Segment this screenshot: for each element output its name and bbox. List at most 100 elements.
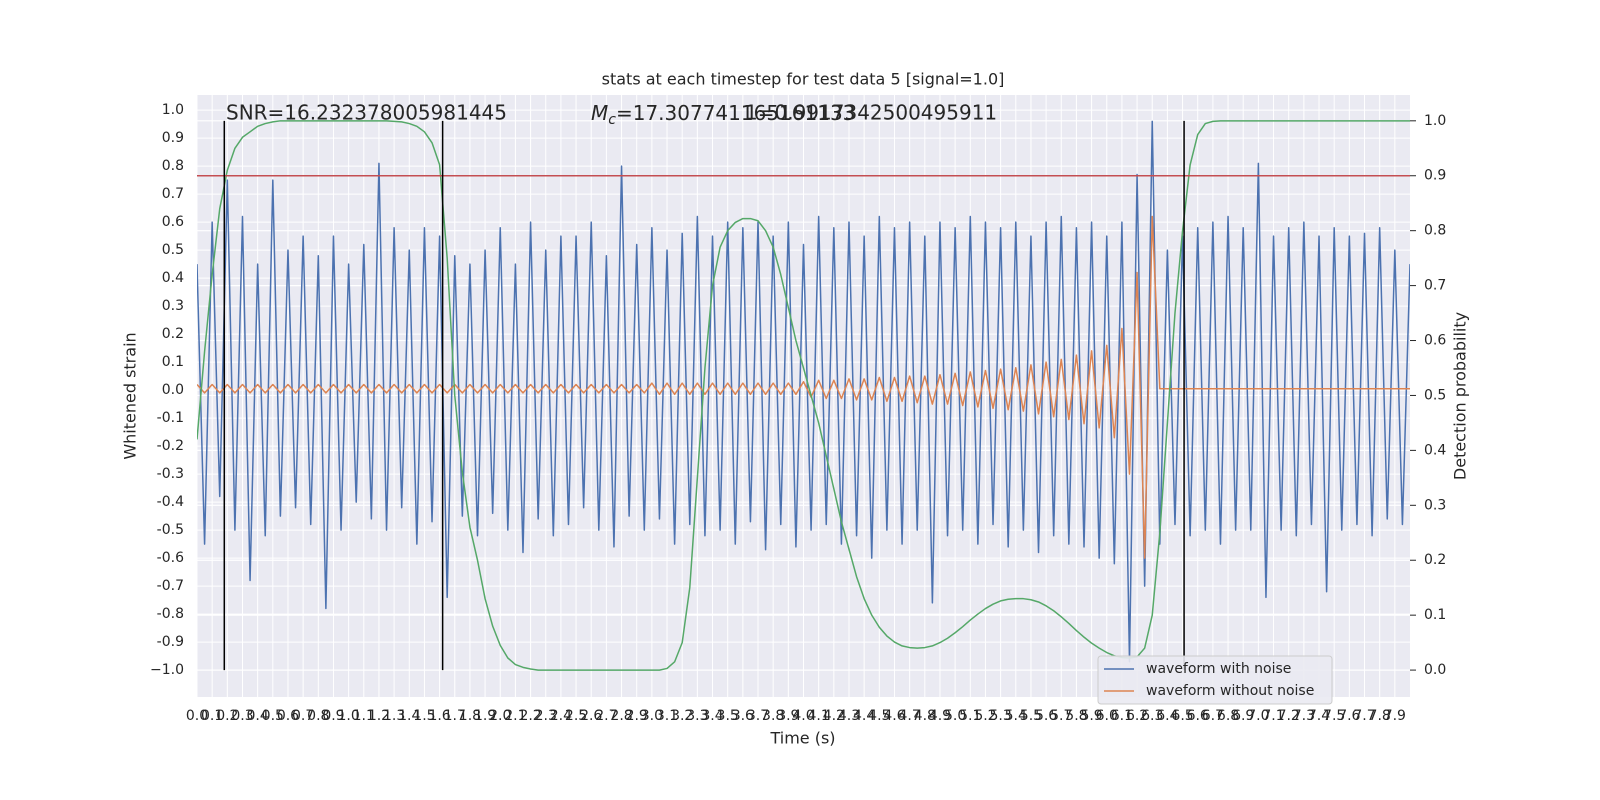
x-tick-label: 6.1	[1111, 708, 1133, 724]
x-tick-label: 0.7	[292, 708, 314, 724]
x-tick-label: 5.7	[1050, 708, 1072, 724]
x-tick-label: 7.3	[1293, 708, 1315, 724]
x-tick-label: 0.5	[262, 708, 284, 724]
y2-tick-label: 0.2	[1424, 552, 1446, 568]
x-tick-label: 0.9	[322, 708, 344, 724]
annotation-symbol: M	[591, 101, 608, 125]
x-tick-label: 5.1	[959, 708, 981, 724]
x-tick-label: 1.4	[398, 708, 420, 724]
x-tick-label: 1.6	[428, 708, 450, 724]
x-tick-label: 6.8	[1217, 708, 1239, 724]
plot	[197, 120, 1410, 671]
x-tick-label: 3.3	[686, 708, 708, 724]
x-tick-label: 6.5	[1171, 708, 1193, 724]
y-tick-label: -0.3	[157, 466, 184, 482]
y2-tick-label: 1.0	[1424, 113, 1446, 129]
x-tick-label: 2.3	[535, 708, 557, 724]
x-tick-label: 6.9	[1232, 708, 1254, 724]
x-tick-label: 7.5	[1323, 708, 1345, 724]
x-tick-label: 1.7	[444, 708, 466, 724]
x-tick-label: 6.4	[1156, 708, 1178, 724]
y-tick-label: 0.6	[162, 214, 184, 230]
x-tick-label: 2.6	[580, 708, 602, 724]
annotation-subscript: c	[608, 112, 616, 128]
y-axis-label: Whitened strain	[121, 332, 140, 459]
x-tick-label: 1.0	[337, 708, 359, 724]
x-tick-label: 7.1	[1262, 708, 1284, 724]
x-tick-label: 5.0	[944, 708, 966, 724]
x-tick-label: 4.2	[823, 708, 845, 724]
y2-tick-label: 0.9	[1424, 168, 1446, 184]
x-tick-label: 3.6	[732, 708, 754, 724]
annotation: Mc=17.307741165161133	[591, 101, 855, 129]
x-tick-label: 5.5	[1020, 708, 1042, 724]
x-tick-label: 1.5	[413, 708, 435, 724]
x-tick-label: 3.7	[747, 708, 769, 724]
x-tick-label: 7.0	[1247, 708, 1269, 724]
y2-axis-label: Detection probability	[1451, 312, 1470, 480]
overlay: waveform with noise waveform without nois…	[197, 120, 1410, 705]
x-tick-label: 4.1	[808, 708, 830, 724]
x-tick-label: 1.3	[383, 708, 405, 724]
x-tick-label: 5.4	[1005, 708, 1027, 724]
y-tick-label: -0.5	[157, 522, 184, 538]
x-tick-label: 0.3	[231, 708, 253, 724]
x-tick-label: 3.5	[717, 708, 739, 724]
x-tick-label: 2.0	[489, 708, 511, 724]
y-tick-label: −1.0	[150, 662, 184, 678]
chart-title: stats at each timestep for test data 5 […	[602, 70, 1005, 89]
x-tick-label: 0.0	[186, 708, 208, 724]
x-tick-label: 6.6	[1187, 708, 1209, 724]
x-tick-label: 3.4	[701, 708, 723, 724]
y2-tick-label: 0.8	[1424, 223, 1446, 239]
y-tick-label: -0.8	[157, 606, 184, 622]
y-tick-label: -0.1	[157, 410, 184, 426]
x-tick-label: 2.9	[626, 708, 648, 724]
y-tick-label: 0.7	[162, 186, 184, 202]
x-tick-label: 5.6	[1035, 708, 1057, 724]
y2-tick-label: 0.0	[1424, 662, 1446, 678]
annotation-text: =17.307741165161133	[616, 101, 855, 125]
x-tick-label: 2.4	[550, 708, 572, 724]
x-tick-label: 4.4	[853, 708, 875, 724]
x-tick-label: 3.1	[656, 708, 678, 724]
y2-tick-label: 0.5	[1424, 387, 1446, 403]
x-tick-label: 6.2	[1126, 708, 1148, 724]
x-tick-label: 5.3	[989, 708, 1011, 724]
annotation: SNR=16.232378005981445	[226, 101, 507, 125]
x-tick-label: 7.4	[1308, 708, 1330, 724]
x-tick-label: 5.8	[1065, 708, 1087, 724]
y-tick-label: 1.0	[162, 102, 184, 118]
y2-tick-label: 0.4	[1424, 442, 1446, 458]
y-tick-label: 0.2	[162, 326, 184, 342]
y-tick-label: 0.3	[162, 298, 184, 314]
x-tick-label: 6.0	[1096, 708, 1118, 724]
series-line	[197, 120, 1410, 671]
x-tick-label: 3.2	[671, 708, 693, 724]
x-tick-label: 6.3	[1141, 708, 1163, 724]
x-tick-label: 7.6	[1338, 708, 1360, 724]
x-tick-label: 4.9	[929, 708, 951, 724]
x-tick-label: 2.5	[565, 708, 587, 724]
y-tick-label: -0.2	[157, 438, 184, 454]
x-tick-label: 4.6	[883, 708, 905, 724]
y-tick-label: 0.9	[162, 130, 184, 146]
legend-label: waveform without noise	[1146, 683, 1314, 699]
y-tick-label: -0.7	[157, 578, 184, 594]
x-tick-label: 4.5	[868, 708, 890, 724]
series-line	[197, 120, 1410, 663]
x-tick-label: 0.2	[216, 708, 238, 724]
y-tick-label: -0.9	[157, 634, 184, 650]
x-tick-label: 1.9	[474, 708, 496, 724]
x-tick-label: 0.8	[307, 708, 329, 724]
x-tick-label: 2.8	[610, 708, 632, 724]
y-tick-label: -0.6	[157, 550, 184, 566]
x-tick-label: 3.8	[762, 708, 784, 724]
x-tick-label: 0.4	[247, 708, 269, 724]
y-tick-label: 0.8	[162, 158, 184, 174]
x-tick-label: 4.7	[899, 708, 921, 724]
x-tick-label: 4.8	[914, 708, 936, 724]
y-tick-label: 0.0	[162, 382, 184, 398]
x-tick-label: 0.6	[277, 708, 299, 724]
